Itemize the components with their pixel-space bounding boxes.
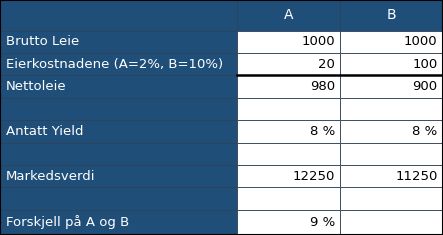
Bar <box>237 53 340 75</box>
Bar <box>0 210 237 235</box>
Text: 8 %: 8 % <box>412 125 438 138</box>
Text: A: A <box>284 8 293 22</box>
Text: Brutto Leie: Brutto Leie <box>6 35 79 48</box>
Bar <box>340 31 443 53</box>
Bar <box>237 120 340 143</box>
Text: Antatt Yield: Antatt Yield <box>6 125 83 138</box>
Text: 8 %: 8 % <box>310 125 335 138</box>
Bar <box>340 143 443 165</box>
Bar <box>340 210 443 235</box>
Text: Forskjell på A og B: Forskjell på A og B <box>6 215 129 229</box>
Bar <box>0 75 237 98</box>
Text: 900: 900 <box>412 80 438 93</box>
Text: 12250: 12250 <box>292 170 335 183</box>
Bar <box>340 165 443 187</box>
Text: 20: 20 <box>318 58 335 71</box>
Text: 100: 100 <box>412 58 438 71</box>
Bar <box>340 75 443 98</box>
Bar <box>0 143 237 165</box>
Bar <box>0 120 237 143</box>
Bar <box>237 210 340 235</box>
Text: Markedsverdi: Markedsverdi <box>6 170 95 183</box>
Bar <box>237 75 340 98</box>
Bar <box>0 31 237 53</box>
Bar <box>340 187 443 210</box>
Text: 1000: 1000 <box>301 35 335 48</box>
Bar <box>0 98 237 120</box>
Bar <box>237 31 340 53</box>
Bar <box>340 98 443 120</box>
Bar <box>0 0 237 31</box>
Text: 980: 980 <box>310 80 335 93</box>
Bar <box>0 53 237 75</box>
Bar <box>237 165 340 187</box>
Bar <box>237 98 340 120</box>
Bar <box>237 143 340 165</box>
Bar <box>340 0 443 31</box>
Bar <box>237 0 340 31</box>
Bar <box>340 120 443 143</box>
Text: Nettoleie: Nettoleie <box>6 80 66 93</box>
Text: 11250: 11250 <box>395 170 438 183</box>
Text: Eierkostnadene (A=2%, B=10%): Eierkostnadene (A=2%, B=10%) <box>6 58 223 71</box>
Bar <box>237 187 340 210</box>
Text: 9 %: 9 % <box>310 216 335 229</box>
Text: B: B <box>387 8 396 22</box>
Text: 1000: 1000 <box>404 35 438 48</box>
Bar <box>0 165 237 187</box>
Bar <box>340 53 443 75</box>
Bar <box>0 187 237 210</box>
